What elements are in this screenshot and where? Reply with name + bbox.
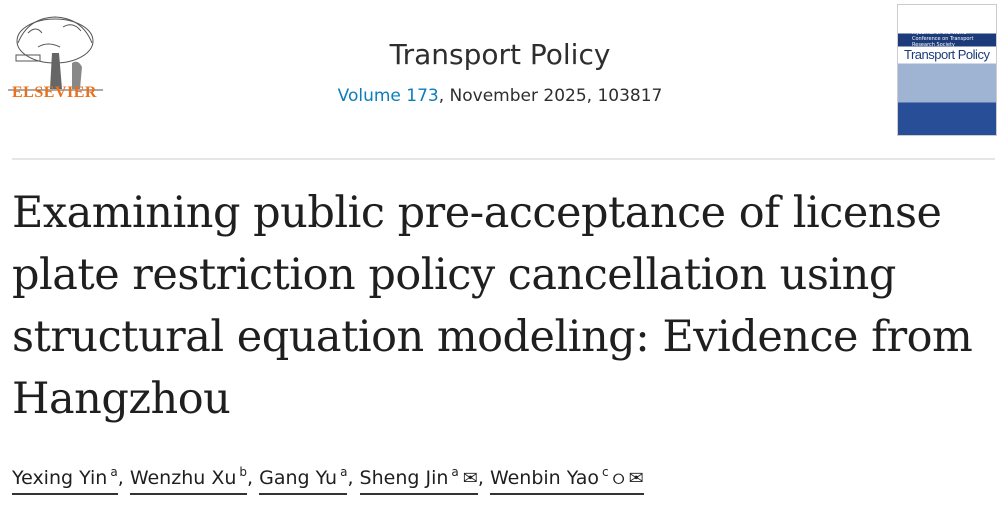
journal-title[interactable]: Transport Policy xyxy=(389,38,611,71)
cover-title: Transport Policy xyxy=(904,47,990,62)
email-icon[interactable]: ✉ xyxy=(462,468,478,489)
author-name: Wenbin Yao xyxy=(489,467,600,489)
email-icon[interactable]: ✉ xyxy=(628,468,644,489)
author-link[interactable]: Sheng Jin a ✉ xyxy=(359,465,478,495)
affiliation-marker: b xyxy=(239,465,247,479)
author-link[interactable]: Wenbin Yao c ⭘ ✉ xyxy=(489,465,644,495)
affiliation-marker: a xyxy=(451,465,459,479)
header-divider xyxy=(12,158,995,160)
cover-subtitle: A Journal of the World Conference on Tra… xyxy=(912,30,974,48)
author-link[interactable]: Wenzhu Xu b xyxy=(129,465,247,495)
author-separator: , xyxy=(347,467,360,489)
author-link[interactable]: Gang Yu a xyxy=(259,465,348,495)
elsevier-logo-text[interactable]: ELSEVIER xyxy=(12,84,97,101)
affiliation-marker: a xyxy=(340,465,348,479)
author-separator: , xyxy=(117,467,130,489)
affiliation-marker: c xyxy=(602,465,609,479)
elsevier-tree-logo[interactable] xyxy=(8,2,103,104)
author-separator: , xyxy=(477,467,490,489)
author-name: Wenzhu Xu xyxy=(129,467,237,489)
affiliation-marker: a xyxy=(110,465,118,479)
author-list: Yexing Yin a, Wenzhu Xu b, Gang Yu a, Sheng… xyxy=(12,465,644,495)
author-name: Yexing Yin xyxy=(12,467,108,489)
author-name: Sheng Jin xyxy=(359,467,449,489)
article-title: Examining public pre-acceptance of licen… xyxy=(12,188,973,424)
author-name: Gang Yu xyxy=(259,467,338,489)
issue-info: Volume 173, November 2025, 103817 xyxy=(0,86,1000,106)
author-separator: , xyxy=(247,467,260,489)
person-icon[interactable]: ⭘ xyxy=(612,470,625,488)
author-link[interactable]: Yexing Yin a xyxy=(12,465,118,495)
journal-cover-image[interactable]: A Journal of the World Conference on Tra… xyxy=(897,4,997,136)
volume-link[interactable]: Volume 173 xyxy=(337,86,439,106)
issue-date-article-number: , November 2025, 103817 xyxy=(438,86,663,106)
